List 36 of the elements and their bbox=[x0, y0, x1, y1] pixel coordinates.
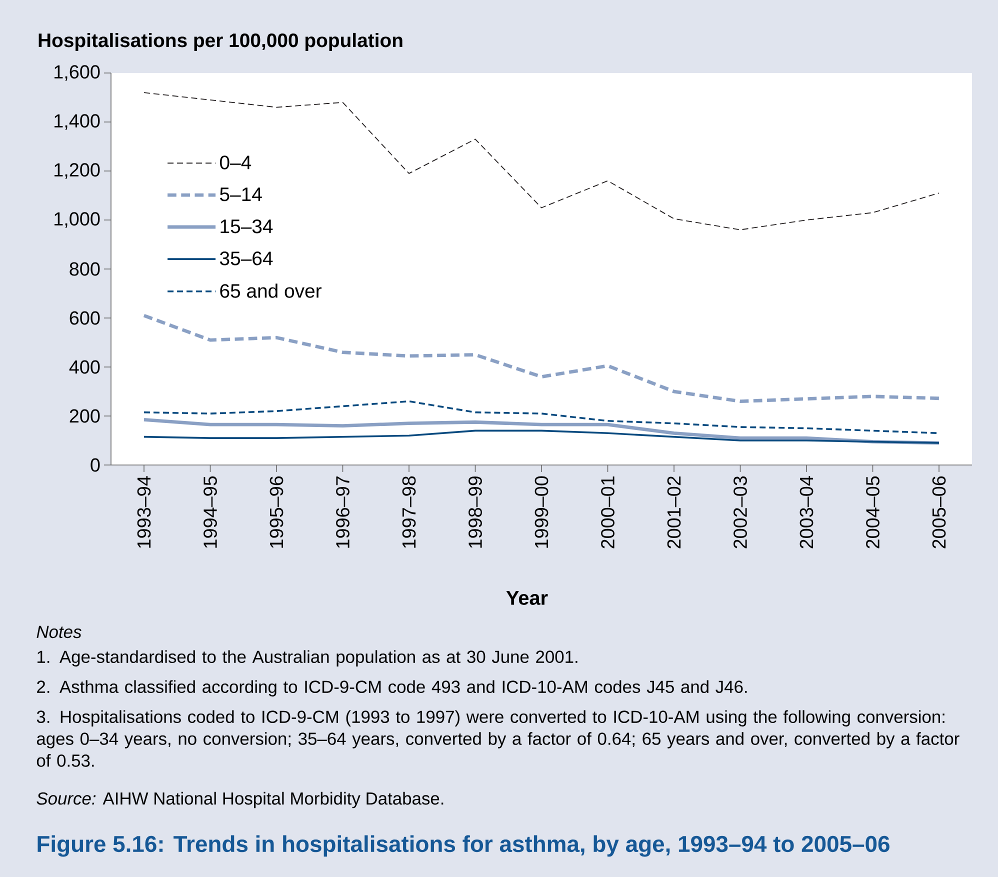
text: Figure 5.16: Trends in hospitalisations for asthma, by age, 1993–94 to 2005–06 bbox=[38, 835, 890, 857]
x-tick-label: 1998–99 bbox=[468, 476, 482, 548]
y-tick-label: 200 bbox=[70, 409, 100, 423]
y-tick-label: 1,600 bbox=[54, 65, 100, 81]
x-tick-label: 2003–04 bbox=[800, 476, 814, 548]
y-tick-label: 800 bbox=[70, 262, 100, 276]
text: Notes bbox=[36, 626, 82, 638]
legend-label: 5–14 bbox=[220, 188, 262, 202]
legend-label: 65 and over bbox=[220, 284, 322, 298]
x-tick-label: 1993–94 bbox=[137, 476, 151, 548]
text: 1. Age-standardised to the Australian population as at 30 June 2001. bbox=[38, 650, 578, 666]
x-tick-label: 1999–00 bbox=[534, 476, 548, 548]
x-tick-label: 2005–06 bbox=[932, 476, 946, 548]
x-tick-label: 2001–02 bbox=[667, 476, 681, 548]
y-axis-title: Hospitalisations per 100,000 population bbox=[38, 32, 402, 52]
x-tick-label: 1996–97 bbox=[336, 476, 350, 548]
y-tick-label: 1,400 bbox=[54, 114, 100, 130]
y-tick-label: 600 bbox=[70, 311, 100, 325]
y-tick-label: 0 bbox=[90, 458, 100, 472]
y-tick-label: 1,000 bbox=[54, 212, 100, 228]
x-tick-label: 1995–96 bbox=[270, 476, 284, 548]
y-tick-label: 1,200 bbox=[54, 163, 100, 179]
legend-label: 0–4 bbox=[220, 156, 252, 170]
x-tick-label: 1994–95 bbox=[204, 476, 217, 548]
text: Source: AIHW National Hospital Morbidity Database. bbox=[36, 792, 444, 808]
x-axis-title: Year bbox=[506, 591, 548, 605]
x-tick-label: 2004–05 bbox=[866, 476, 880, 548]
text: 2. Asthma classified according to ICD-9-CM code 493 and ICD-10-AM codes J45 and J46. bbox=[37, 680, 747, 696]
text: 3. Hospitalisations coded to ICD-9-CM (1993 to 1997) were converted to ICD-10-AM using the following conversion: ages 0–34 years, no conversion; 35–64 years, converted by a factor of 0.64; 65 years and over, converted by a factor of 0.53. bbox=[36, 710, 960, 767]
x-tick-label: 1997–98 bbox=[402, 476, 416, 548]
x-tick-label: 2000–01 bbox=[601, 476, 614, 548]
x-tick-label: 2002–03 bbox=[734, 476, 747, 548]
legend-label: 15–34 bbox=[220, 219, 273, 234]
y-tick-label: 400 bbox=[69, 360, 100, 374]
legend-label: 35–64 bbox=[220, 252, 273, 266]
line-series bbox=[142, 314, 941, 404]
